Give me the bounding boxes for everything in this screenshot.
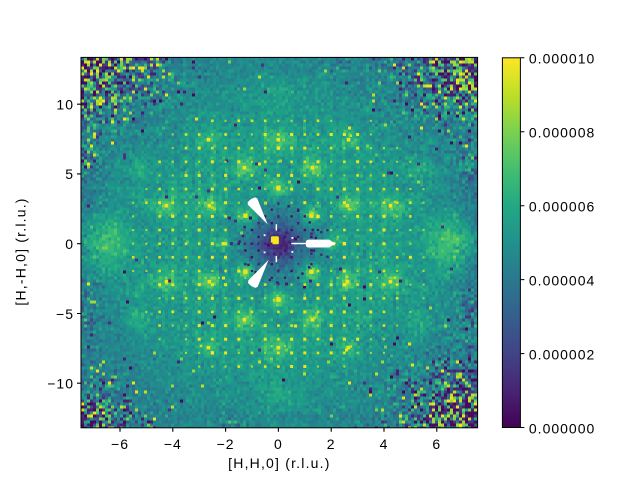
svg-text:−10: −10 — [47, 376, 74, 392]
svg-text:5: 5 — [65, 166, 74, 182]
svg-text:−2: −2 — [217, 436, 235, 452]
svg-text:6: 6 — [432, 436, 441, 452]
svg-text:−5: −5 — [56, 306, 74, 322]
svg-text:0.000006: 0.000006 — [529, 199, 595, 215]
svg-text:[H,H,0] (r.l.u.): [H,H,0] (r.l.u.) — [228, 455, 330, 471]
svg-text:2: 2 — [327, 436, 336, 452]
svg-text:−6: −6 — [111, 436, 129, 452]
svg-text:[H,-H,0] (r.l.u.): [H,-H,0] (r.l.u.) — [13, 197, 29, 305]
svg-text:0: 0 — [274, 436, 283, 452]
svg-text:0.000004: 0.000004 — [529, 272, 595, 288]
svg-text:0: 0 — [65, 236, 74, 252]
svg-text:0.000008: 0.000008 — [529, 125, 595, 141]
svg-text:−4: −4 — [164, 436, 182, 452]
svg-text:4: 4 — [380, 436, 389, 452]
svg-text:0.000002: 0.000002 — [529, 346, 595, 362]
svg-text:10: 10 — [56, 97, 74, 113]
svg-text:0.000010: 0.000010 — [529, 51, 595, 67]
svg-text:0.000000: 0.000000 — [529, 420, 595, 436]
